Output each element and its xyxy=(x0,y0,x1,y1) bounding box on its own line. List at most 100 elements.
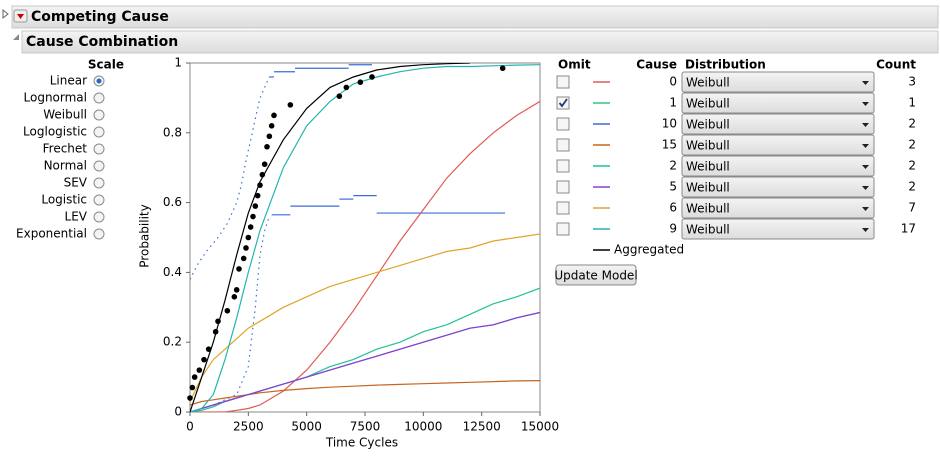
x-tick-label: 2500 xyxy=(233,420,264,434)
data-point xyxy=(205,346,212,352)
curve xyxy=(190,380,540,406)
subheader-bar xyxy=(21,30,939,54)
y-tick-label: 0.4 xyxy=(163,265,182,279)
update-model-button[interactable] xyxy=(555,264,637,286)
distribution-label: Weibull xyxy=(686,223,730,237)
distribution-label: Weibull xyxy=(686,181,730,195)
data-point xyxy=(264,143,270,150)
distribution-dropdown[interactable] xyxy=(681,71,875,93)
legend-label: Aggregated xyxy=(614,243,684,257)
count-label: 2 xyxy=(908,180,916,194)
count-label: 7 xyxy=(908,201,916,215)
count-label: 3 xyxy=(908,75,916,89)
data-point xyxy=(236,266,242,272)
data-point xyxy=(369,74,375,80)
dropdown-arrow xyxy=(862,123,869,127)
table-header: Cause xyxy=(636,58,677,72)
radio-button[interactable] xyxy=(93,143,105,155)
data-point xyxy=(245,234,252,241)
distribution-label: Weibull xyxy=(686,76,730,90)
scale-option-label: Logistic xyxy=(41,193,87,207)
radio-button[interactable] xyxy=(93,177,105,189)
x-tick-label: 10000 xyxy=(404,420,442,434)
data-point xyxy=(257,182,263,188)
scale-option-label: Normal xyxy=(44,159,87,173)
cause-label: 2 xyxy=(669,159,677,173)
distribution-dropdown[interactable] xyxy=(681,176,875,198)
data-point xyxy=(343,84,350,91)
data-point xyxy=(254,192,261,199)
curve xyxy=(190,311,540,412)
scale-option-label: Frechet xyxy=(43,142,88,156)
data-point xyxy=(247,224,254,230)
omit-checkbox[interactable] xyxy=(556,96,570,110)
omit-checkbox[interactable] xyxy=(556,159,570,173)
radio-button[interactable] xyxy=(93,160,105,172)
table-header: Omit xyxy=(558,58,591,72)
bound-dotted xyxy=(213,216,270,406)
distribution-dropdown[interactable] xyxy=(681,134,875,156)
distribution-label: Weibull xyxy=(686,139,730,153)
dropdown-arrow xyxy=(862,207,869,211)
disclosure-icon[interactable] xyxy=(13,34,19,40)
data-point xyxy=(268,123,275,129)
data-point xyxy=(189,384,196,391)
count-label: 17 xyxy=(901,222,916,236)
distribution-dropdown[interactable] xyxy=(681,155,875,177)
dropdown-arrow xyxy=(862,81,869,85)
data-point xyxy=(266,133,273,140)
scale-option-label: Loglogistic xyxy=(23,125,87,139)
count-label: 2 xyxy=(908,138,916,152)
radio-button[interactable] xyxy=(93,211,105,223)
dropdown-arrow xyxy=(862,228,869,232)
data-point xyxy=(336,93,343,99)
omit-checkbox[interactable] xyxy=(556,117,570,131)
omit-checkbox[interactable] xyxy=(556,201,570,215)
omit-checkbox[interactable] xyxy=(556,222,570,236)
data-point xyxy=(499,65,506,72)
distribution-dropdown[interactable] xyxy=(681,197,875,219)
curve xyxy=(190,64,540,412)
omit-checkbox[interactable] xyxy=(556,180,570,194)
distribution-dropdown[interactable] xyxy=(681,92,875,114)
data-point xyxy=(271,112,277,119)
radio-button[interactable] xyxy=(93,109,105,121)
distribution-dropdown[interactable] xyxy=(681,218,875,240)
cause-label: 6 xyxy=(669,201,677,215)
radio-button[interactable] xyxy=(93,126,105,138)
header-title: Competing Cause xyxy=(31,9,169,25)
dropdown-arrow xyxy=(862,186,869,190)
y-tick-label: 0.2 xyxy=(163,335,182,349)
curve xyxy=(190,100,540,412)
distribution-label: Weibull xyxy=(686,118,730,132)
table-header: Distribution xyxy=(685,58,766,72)
x-tick-label: 12500 xyxy=(463,420,501,434)
x-tick-label: 0 xyxy=(186,420,194,434)
data-point xyxy=(233,287,240,293)
y-tick-label: 0.6 xyxy=(163,195,182,209)
data-point xyxy=(201,356,207,363)
dropdown-arrow xyxy=(862,165,869,169)
disclosure-icon[interactable] xyxy=(2,8,9,20)
radio-button[interactable] xyxy=(93,194,105,206)
scale-title: Scale xyxy=(88,58,124,72)
distribution-label: Weibull xyxy=(686,160,730,174)
radio-button[interactable] xyxy=(93,92,105,104)
omit-checkbox[interactable] xyxy=(556,138,570,152)
y-tick-label: 1 xyxy=(174,56,182,70)
checkmark xyxy=(558,98,568,108)
data-point xyxy=(240,255,247,262)
data-point xyxy=(187,395,193,401)
count-label: 2 xyxy=(908,117,916,131)
x-tick-label: 7500 xyxy=(350,420,381,434)
cause-label: 9 xyxy=(669,222,677,236)
x-axis-label: Time Cycles xyxy=(325,436,398,450)
y-tick-label: 0.8 xyxy=(163,125,182,139)
distribution-dropdown[interactable] xyxy=(681,113,875,135)
data-point xyxy=(224,307,231,314)
cause-label: 1 xyxy=(669,96,677,110)
omit-checkbox[interactable] xyxy=(556,75,570,89)
update-model-label: Update Model xyxy=(554,269,637,283)
radio-button[interactable] xyxy=(93,228,105,240)
